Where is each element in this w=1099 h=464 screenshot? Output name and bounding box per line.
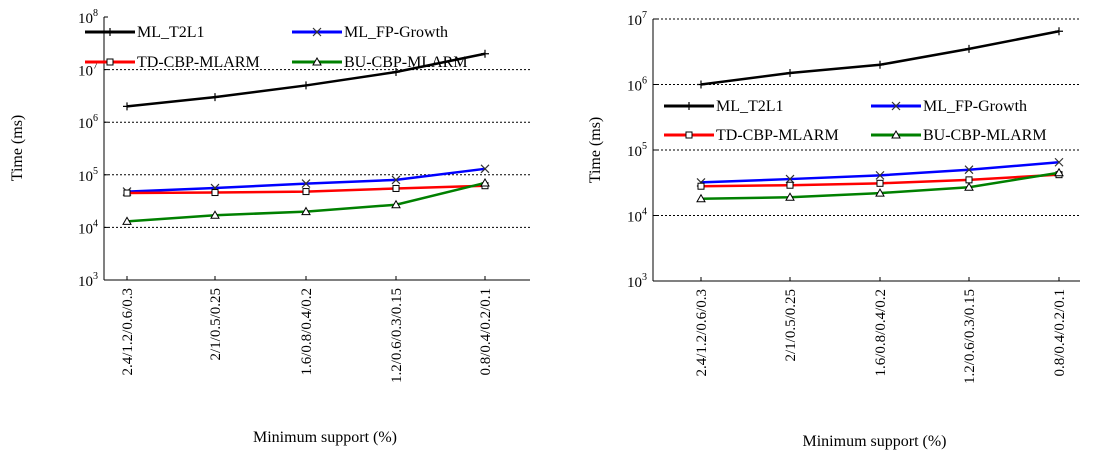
data-point: [210, 210, 220, 219]
y-tick-label: 107: [78, 61, 98, 80]
legend-marker: [891, 129, 901, 139]
data-point: [211, 189, 219, 197]
data-point: [481, 49, 489, 58]
data-point: [392, 68, 400, 77]
chart-2: 103 104 105 106 107 2.4/1.2/0.6/0.3 2/1/0.5/0.…: [587, 10, 1080, 450]
data-point: [876, 179, 884, 187]
series-BU-CBP-MLARM: [696, 167, 1064, 203]
series-line: [700, 30, 1060, 86]
data-point: [301, 179, 311, 189]
legend-marker: [106, 28, 114, 36]
x-tick-label: 2.4/1.2/0.6/0.3: [120, 288, 136, 376]
legend-label: ML_T2L1: [137, 24, 205, 41]
legend-item: ML_T2L1: [664, 98, 784, 115]
y-tick-label: 105: [627, 141, 647, 160]
x-tick-label: 1.2/0.6/0.3/0.15: [389, 288, 405, 383]
y-tick-label: 106: [627, 76, 647, 95]
legend-marker: [106, 58, 114, 66]
x-axis-label: Minimum support (%): [803, 433, 947, 450]
legend-marker: [685, 102, 693, 110]
x-tick-label: 0.8/0.4/0.2/0.1: [478, 288, 494, 376]
data-point: [123, 102, 131, 111]
legend-item: BU-CBP-MLARM: [292, 54, 468, 71]
legend-label: TD-CBP-MLARM: [137, 54, 260, 71]
data-point: [480, 177, 490, 187]
y-tick-label: 103: [627, 272, 647, 291]
legend-item: ML_T2L1: [85, 24, 205, 41]
x-tick-label: 1.6/0.8/0.4/0.2: [873, 289, 889, 377]
data-point: [391, 175, 401, 185]
x-tick-label: 2.4/1.2/0.6/0.3: [694, 289, 710, 377]
x-tick-label: 1.6/0.8/0.4/0.2: [299, 288, 315, 376]
data-point: [697, 80, 705, 89]
series-ML_FP-Growth: [696, 157, 1064, 187]
data-point: [697, 182, 705, 190]
chart-1: 103 104 105 106 107 108 2.4/1.2/0.6/0.3 2/1/0.5…: [9, 8, 530, 446]
data-point: [1054, 167, 1064, 177]
y-tick-label: 104: [78, 218, 98, 237]
y-tick-label: 103: [78, 271, 98, 290]
data-point: [876, 60, 884, 69]
legend-label: ML_FP-Growth: [923, 98, 1027, 115]
data-point: [302, 81, 310, 90]
data-point: [696, 193, 706, 203]
x-tick-label: 2/1/0.5/0.25: [783, 289, 799, 362]
data-point: [965, 176, 973, 184]
data-point: [302, 188, 310, 196]
series-ML_T2L1: [697, 27, 1063, 89]
data-point: [301, 206, 311, 216]
legend-marker: [312, 27, 322, 37]
data-point: [1054, 157, 1064, 167]
y-tick-label: 108: [78, 8, 98, 27]
legend-item: TD-CBP-MLARM: [664, 127, 839, 144]
legend-item: TD-CBP-MLARM: [85, 54, 260, 71]
data-point: [786, 68, 794, 77]
legend-label: BU-CBP-MLARM: [923, 127, 1047, 144]
legend-marker: [685, 131, 693, 139]
legend-marker: [312, 56, 322, 66]
legend-label: ML_FP-Growth: [344, 24, 448, 41]
legend-item: ML_FP-Growth: [871, 98, 1027, 115]
x-tick-label: 0.8/0.4/0.2/0.1: [1052, 289, 1068, 377]
legend-marker: [891, 101, 901, 111]
y-axis-label: Time (ms): [9, 115, 26, 182]
data-point: [964, 165, 974, 175]
data-point: [964, 182, 974, 191]
data-point: [391, 199, 401, 209]
y-axis-label: Time (ms): [587, 117, 604, 184]
y-tick-label: 105: [78, 166, 98, 185]
data-point: [785, 192, 795, 201]
data-point: [480, 164, 490, 174]
series-line: [700, 161, 1060, 184]
legend-item: BU-CBP-MLARM: [871, 127, 1047, 144]
data-point: [965, 44, 973, 53]
y-tick-label: 106: [78, 113, 98, 132]
legend-label: ML_T2L1: [716, 98, 784, 115]
data-point: [392, 184, 400, 192]
data-point: [211, 93, 219, 102]
legend-item: ML_FP-Growth: [292, 24, 448, 41]
data-point: [1055, 27, 1063, 36]
data-point: [122, 216, 132, 225]
data-point: [875, 170, 885, 180]
legend-label: TD-CBP-MLARM: [716, 127, 839, 144]
data-point: [786, 181, 794, 189]
series-BU-CBP-MLARM: [122, 177, 490, 225]
y-tick-label: 107: [627, 10, 647, 29]
series-ML_T2L1: [123, 49, 489, 111]
x-tick-label: 2/1/0.5/0.25: [208, 288, 224, 361]
x-tick-label: 1.2/0.6/0.3/0.15: [962, 289, 978, 384]
data-point: [123, 189, 131, 197]
data-point: [875, 188, 885, 197]
y-tick-label: 104: [627, 207, 647, 226]
x-axis-label: Minimum support (%): [253, 429, 397, 446]
legend-label: BU-CBP-MLARM: [344, 54, 468, 71]
